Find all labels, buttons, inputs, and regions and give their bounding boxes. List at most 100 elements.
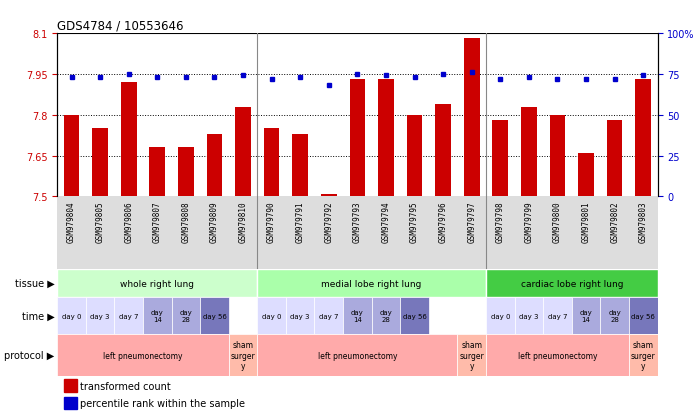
Text: GSM979803: GSM979803 — [639, 201, 648, 242]
Text: GSM979797: GSM979797 — [467, 201, 476, 242]
Bar — [514, 297, 543, 335]
Bar — [486, 335, 629, 376]
Text: day 7: day 7 — [548, 313, 567, 319]
Text: day 56: day 56 — [631, 313, 655, 319]
Text: GSM979795: GSM979795 — [410, 201, 419, 242]
Text: GSM979792: GSM979792 — [325, 201, 333, 242]
Text: GSM979791: GSM979791 — [296, 201, 305, 242]
Bar — [57, 297, 86, 335]
Bar — [464, 39, 480, 197]
Bar — [207, 135, 222, 197]
Text: whole right lung: whole right lung — [120, 279, 194, 288]
Text: GSM979801: GSM979801 — [581, 201, 591, 242]
Bar — [486, 269, 658, 297]
Bar — [286, 297, 315, 335]
Bar — [64, 116, 80, 197]
Text: day
28: day 28 — [608, 309, 621, 323]
Bar — [264, 129, 279, 197]
Bar — [407, 116, 422, 197]
Text: time ▶: time ▶ — [22, 311, 54, 321]
Text: day 3: day 3 — [90, 313, 110, 319]
Text: day
14: day 14 — [151, 309, 163, 323]
Bar — [350, 80, 365, 197]
Text: cardiac lobe right lung: cardiac lobe right lung — [521, 279, 623, 288]
Bar — [321, 194, 336, 197]
Bar — [235, 107, 251, 197]
Bar — [92, 129, 108, 197]
Bar — [343, 297, 371, 335]
Text: sham
surger
y: sham surger y — [459, 340, 484, 370]
Text: day 7: day 7 — [119, 313, 138, 319]
Text: GSM979802: GSM979802 — [610, 201, 619, 242]
Text: medial lobe right lung: medial lobe right lung — [322, 279, 422, 288]
Text: GDS4784 / 10553646: GDS4784 / 10553646 — [57, 20, 184, 33]
Bar — [57, 335, 229, 376]
Text: GSM979810: GSM979810 — [239, 201, 248, 242]
Text: sham
surger
y: sham surger y — [631, 340, 655, 370]
Bar — [315, 297, 343, 335]
Text: GSM979790: GSM979790 — [267, 201, 276, 242]
Bar — [172, 297, 200, 335]
Text: transformed count: transformed count — [80, 381, 170, 391]
Bar — [258, 297, 286, 335]
Text: GSM979807: GSM979807 — [153, 201, 162, 242]
Bar — [578, 154, 594, 197]
Text: left pneumonectomy: left pneumonectomy — [103, 351, 183, 360]
Text: day 0: day 0 — [262, 313, 281, 319]
Text: GSM979800: GSM979800 — [553, 201, 562, 242]
Bar — [635, 80, 651, 197]
Bar — [486, 297, 514, 335]
Bar — [492, 121, 508, 197]
Bar — [229, 335, 258, 376]
Bar — [629, 335, 658, 376]
Text: GSM979793: GSM979793 — [353, 201, 362, 242]
Text: GSM979809: GSM979809 — [210, 201, 219, 242]
Text: GSM979799: GSM979799 — [524, 201, 533, 242]
Text: left pneumonectomy: left pneumonectomy — [518, 351, 597, 360]
Text: day 7: day 7 — [319, 313, 339, 319]
Bar — [607, 121, 623, 197]
Bar — [371, 297, 400, 335]
Text: day 56: day 56 — [403, 313, 426, 319]
Text: sham
surger
y: sham surger y — [230, 340, 255, 370]
Bar — [149, 148, 165, 197]
Bar — [629, 297, 658, 335]
Text: day 0: day 0 — [491, 313, 510, 319]
Bar — [114, 297, 143, 335]
Bar — [64, 397, 77, 409]
Bar — [572, 297, 600, 335]
Bar — [64, 379, 77, 392]
Text: GSM979798: GSM979798 — [496, 201, 505, 242]
Bar — [121, 83, 137, 197]
Bar — [521, 107, 537, 197]
Bar — [549, 116, 565, 197]
Text: protocol ▶: protocol ▶ — [4, 350, 54, 360]
Text: day
28: day 28 — [380, 309, 392, 323]
Text: GSM979805: GSM979805 — [96, 201, 105, 242]
Text: GSM979808: GSM979808 — [181, 201, 191, 242]
Text: GSM979806: GSM979806 — [124, 201, 133, 242]
Bar — [600, 297, 629, 335]
Text: day
14: day 14 — [351, 309, 364, 323]
Bar — [57, 269, 258, 297]
Bar — [378, 80, 394, 197]
Text: day
14: day 14 — [579, 309, 593, 323]
Bar — [457, 335, 486, 376]
Text: GSM979794: GSM979794 — [382, 201, 390, 242]
Bar — [292, 135, 308, 197]
Text: day
28: day 28 — [179, 309, 192, 323]
Text: tissue ▶: tissue ▶ — [15, 278, 54, 288]
Text: percentile rank within the sample: percentile rank within the sample — [80, 398, 244, 408]
Text: day 3: day 3 — [290, 313, 310, 319]
Text: day 0: day 0 — [62, 313, 81, 319]
Bar — [543, 297, 572, 335]
Bar — [178, 148, 194, 197]
Text: left pneumonectomy: left pneumonectomy — [318, 351, 397, 360]
Text: day 3: day 3 — [519, 313, 539, 319]
Bar — [200, 297, 229, 335]
Bar — [258, 335, 457, 376]
Text: day 56: day 56 — [202, 313, 226, 319]
Bar — [143, 297, 172, 335]
Text: GSM979796: GSM979796 — [438, 201, 447, 242]
Bar — [400, 297, 429, 335]
